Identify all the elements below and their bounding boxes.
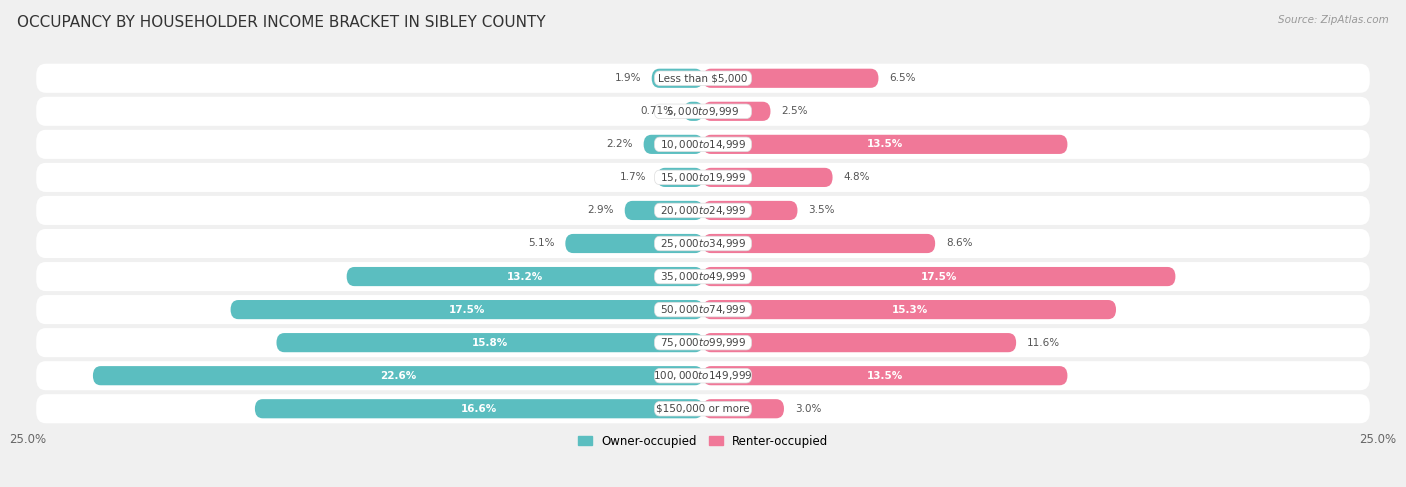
- Text: 13.2%: 13.2%: [506, 272, 543, 281]
- FancyBboxPatch shape: [37, 97, 1369, 126]
- FancyBboxPatch shape: [652, 69, 703, 88]
- FancyBboxPatch shape: [654, 336, 752, 350]
- FancyBboxPatch shape: [703, 234, 935, 253]
- Text: 3.0%: 3.0%: [794, 404, 821, 414]
- Text: 1.9%: 1.9%: [614, 73, 641, 83]
- FancyBboxPatch shape: [644, 135, 703, 154]
- Text: 15.8%: 15.8%: [471, 337, 508, 348]
- FancyBboxPatch shape: [654, 269, 752, 284]
- Text: 13.5%: 13.5%: [868, 139, 903, 150]
- Text: Less than $5,000: Less than $5,000: [658, 73, 748, 83]
- Text: 13.5%: 13.5%: [868, 371, 903, 381]
- Text: 4.8%: 4.8%: [844, 172, 870, 183]
- FancyBboxPatch shape: [703, 333, 1017, 352]
- FancyBboxPatch shape: [37, 64, 1369, 93]
- FancyBboxPatch shape: [37, 394, 1369, 423]
- Text: $50,000 to $74,999: $50,000 to $74,999: [659, 303, 747, 316]
- FancyBboxPatch shape: [37, 295, 1369, 324]
- FancyBboxPatch shape: [37, 163, 1369, 192]
- FancyBboxPatch shape: [703, 69, 879, 88]
- FancyBboxPatch shape: [703, 168, 832, 187]
- FancyBboxPatch shape: [231, 300, 703, 319]
- FancyBboxPatch shape: [654, 170, 752, 185]
- Text: 5.1%: 5.1%: [529, 239, 554, 248]
- Text: Source: ZipAtlas.com: Source: ZipAtlas.com: [1278, 15, 1389, 25]
- Text: 15.3%: 15.3%: [891, 304, 928, 315]
- Text: 2.5%: 2.5%: [782, 106, 808, 116]
- FancyBboxPatch shape: [37, 262, 1369, 291]
- FancyBboxPatch shape: [703, 135, 1067, 154]
- FancyBboxPatch shape: [624, 201, 703, 220]
- Text: $20,000 to $24,999: $20,000 to $24,999: [659, 204, 747, 217]
- FancyBboxPatch shape: [254, 399, 703, 418]
- Text: 1.7%: 1.7%: [620, 172, 647, 183]
- FancyBboxPatch shape: [654, 104, 752, 119]
- FancyBboxPatch shape: [654, 137, 752, 151]
- FancyBboxPatch shape: [565, 234, 703, 253]
- FancyBboxPatch shape: [37, 229, 1369, 258]
- Text: 17.5%: 17.5%: [921, 272, 957, 281]
- Text: 16.6%: 16.6%: [461, 404, 498, 414]
- Text: $150,000 or more: $150,000 or more: [657, 404, 749, 414]
- Text: $75,000 to $99,999: $75,000 to $99,999: [659, 336, 747, 349]
- Text: $10,000 to $14,999: $10,000 to $14,999: [659, 138, 747, 151]
- Text: 3.5%: 3.5%: [808, 206, 835, 215]
- FancyBboxPatch shape: [683, 102, 703, 121]
- Text: 2.2%: 2.2%: [606, 139, 633, 150]
- Text: $25,000 to $34,999: $25,000 to $34,999: [659, 237, 747, 250]
- Text: 8.6%: 8.6%: [946, 239, 973, 248]
- FancyBboxPatch shape: [654, 368, 752, 383]
- Text: 2.9%: 2.9%: [588, 206, 614, 215]
- FancyBboxPatch shape: [654, 302, 752, 317]
- FancyBboxPatch shape: [654, 401, 752, 416]
- FancyBboxPatch shape: [654, 203, 752, 218]
- FancyBboxPatch shape: [347, 267, 703, 286]
- Text: $100,000 to $149,999: $100,000 to $149,999: [654, 369, 752, 382]
- FancyBboxPatch shape: [37, 196, 1369, 225]
- FancyBboxPatch shape: [703, 102, 770, 121]
- FancyBboxPatch shape: [657, 168, 703, 187]
- FancyBboxPatch shape: [703, 201, 797, 220]
- FancyBboxPatch shape: [93, 366, 703, 385]
- Text: 6.5%: 6.5%: [889, 73, 915, 83]
- FancyBboxPatch shape: [654, 236, 752, 251]
- Text: $15,000 to $19,999: $15,000 to $19,999: [659, 171, 747, 184]
- FancyBboxPatch shape: [703, 267, 1175, 286]
- Text: $35,000 to $49,999: $35,000 to $49,999: [659, 270, 747, 283]
- Text: OCCUPANCY BY HOUSEHOLDER INCOME BRACKET IN SIBLEY COUNTY: OCCUPANCY BY HOUSEHOLDER INCOME BRACKET …: [17, 15, 546, 30]
- FancyBboxPatch shape: [654, 71, 752, 86]
- FancyBboxPatch shape: [277, 333, 703, 352]
- Text: 0.71%: 0.71%: [640, 106, 673, 116]
- FancyBboxPatch shape: [37, 328, 1369, 357]
- Text: 11.6%: 11.6%: [1026, 337, 1060, 348]
- FancyBboxPatch shape: [703, 399, 785, 418]
- Text: 17.5%: 17.5%: [449, 304, 485, 315]
- FancyBboxPatch shape: [703, 366, 1067, 385]
- Text: 22.6%: 22.6%: [380, 371, 416, 381]
- FancyBboxPatch shape: [703, 300, 1116, 319]
- FancyBboxPatch shape: [37, 361, 1369, 390]
- FancyBboxPatch shape: [37, 130, 1369, 159]
- Text: $5,000 to $9,999: $5,000 to $9,999: [666, 105, 740, 118]
- Legend: Owner-occupied, Renter-occupied: Owner-occupied, Renter-occupied: [572, 430, 834, 452]
